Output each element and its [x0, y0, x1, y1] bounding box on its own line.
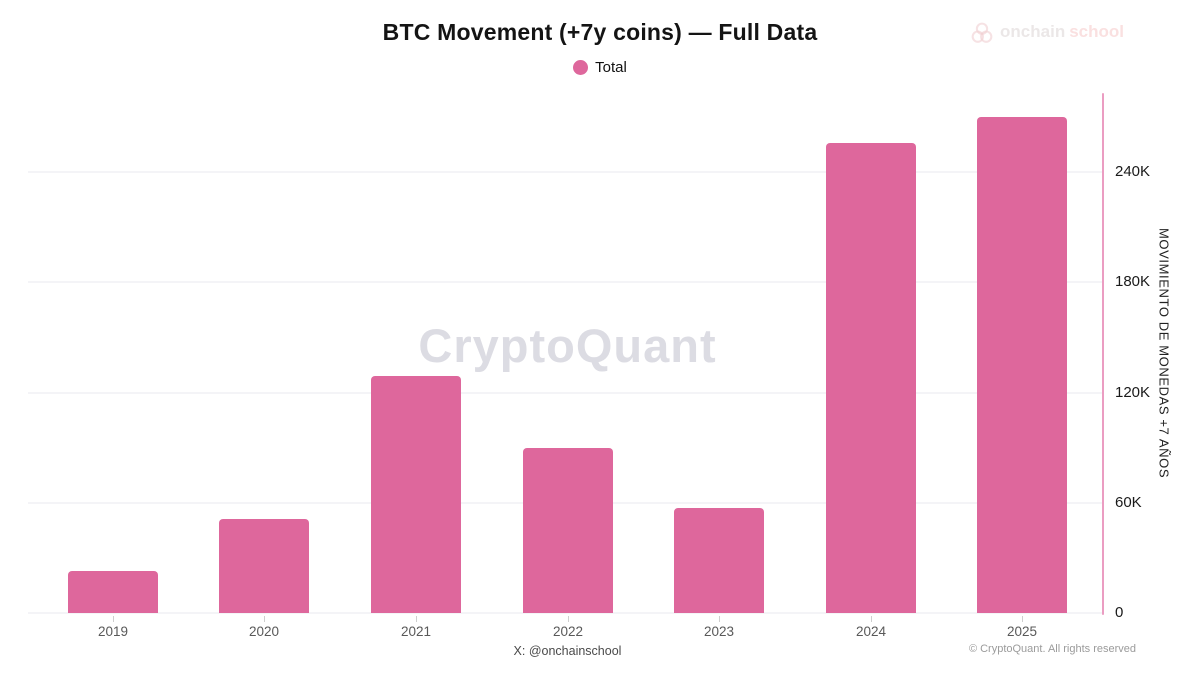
bar-2020 [219, 519, 309, 613]
footer-caption: X: @onchainschool [513, 644, 622, 658]
bar-2023 [674, 508, 764, 613]
coins-stack-icon [968, 18, 996, 46]
cryptoquant-watermark: CryptoQuant [418, 319, 717, 372]
x-tick-2022 [568, 616, 569, 622]
gridline-0 [28, 612, 1103, 614]
x-axis-label-2020: 2020 [248, 624, 280, 639]
x-axis-label-2023: 2023 [703, 624, 735, 639]
gridline-120K [28, 391, 1103, 394]
x-tick-2019 [113, 616, 114, 622]
brand-text-primary: onchain [1000, 22, 1066, 41]
y-tick-label-240K: 240K [1115, 163, 1151, 180]
gridline-180K [28, 281, 1103, 284]
plot-area [28, 93, 1103, 614]
y-tick-label-60K: 60K [1115, 493, 1142, 511]
y-axis-line [1102, 93, 1104, 615]
bar-2024 [826, 143, 916, 613]
x-axis-label-2021: 2021 [400, 624, 432, 639]
gridline-240K [28, 171, 1103, 173]
x-tick-2020 [264, 616, 265, 622]
copyright-notice: © CryptoQuant. All rights reserved [968, 643, 1136, 655]
brand-text-accent: school [1069, 22, 1124, 41]
chart-title: BTC Movement (+7y coins) — Full Data [382, 19, 818, 45]
x-axis-label-2022: 2022 [552, 624, 584, 639]
legend-dot-icon [573, 59, 589, 75]
x-tick-2023 [719, 616, 720, 622]
brand-logo: onchain school [968, 18, 1124, 46]
x-tick-2024 [871, 616, 872, 622]
legend-label: Total [595, 58, 627, 76]
y-tick-label-120K: 120K [1115, 383, 1151, 401]
bar-2022 [523, 448, 613, 613]
x-axis-label-2019: 2019 [97, 624, 129, 639]
legend: Total [0, 57, 1200, 77]
x-tick-2025 [1022, 616, 1023, 622]
y-axis-title: MOVIMIENTO DE MONEDAS +7 AÑOS [1156, 227, 1172, 479]
bar-2025 [977, 117, 1067, 613]
x-tick-2021 [416, 616, 417, 622]
y-tick-label-0: 0 [1115, 604, 1124, 621]
x-axis-label-2025: 2025 [1006, 624, 1038, 639]
y-tick-label-180K: 180K [1115, 273, 1151, 291]
x-axis-label-2024: 2024 [855, 624, 887, 639]
bar-2019 [68, 571, 158, 613]
bar-2021 [371, 376, 461, 613]
